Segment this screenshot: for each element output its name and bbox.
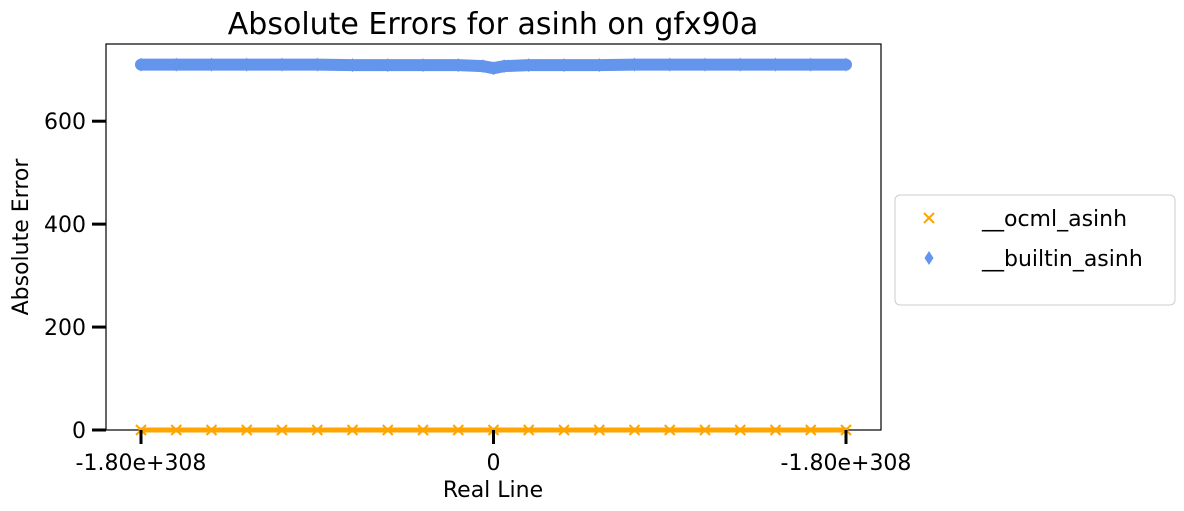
- y-axis-label: Absolute Error: [9, 158, 34, 316]
- data-point: [207, 57, 216, 72]
- y-tick-label: 600: [44, 110, 86, 135]
- data-point: [170, 424, 182, 436]
- legend-label: __builtin_asinh: [981, 247, 1143, 272]
- data-point: [559, 58, 569, 73]
- data-point: [594, 58, 604, 73]
- data-point: [276, 424, 288, 436]
- legend-box: [894, 194, 1176, 306]
- chart-title: Absolute Errors for asinh on gfx90a: [228, 7, 758, 42]
- data-point: [489, 61, 498, 76]
- x-tick-label: -1.80e+308: [76, 451, 207, 476]
- plot-frame: [105, 43, 882, 431]
- data-point: [769, 424, 782, 436]
- data-point: [171, 57, 181, 72]
- data-point: [630, 57, 639, 72]
- data-point: [418, 58, 428, 73]
- data-point: [699, 424, 711, 436]
- data-point: [205, 424, 218, 436]
- legend-marker-1: [923, 212, 935, 224]
- data-point: [277, 57, 287, 72]
- data-point: [478, 59, 488, 74]
- data-point: [558, 424, 570, 436]
- x-tick-label: 0: [487, 451, 501, 476]
- data-point: [524, 58, 534, 73]
- data-point: [136, 57, 146, 72]
- data-layer: [135, 57, 852, 436]
- legend-label: __ocml_asinh: [981, 207, 1127, 232]
- data-point: [241, 424, 253, 436]
- data-point: [453, 58, 463, 73]
- data-point: [311, 424, 323, 436]
- data-point: [593, 424, 605, 436]
- data-point: [735, 57, 745, 72]
- y-axis: 0 200 400 600: [44, 110, 106, 444]
- data-point: [771, 57, 780, 72]
- data-point: [499, 59, 509, 74]
- x-tick-label: -1.80e+308: [781, 451, 912, 476]
- data-point: [312, 57, 322, 72]
- data-point: [665, 57, 675, 72]
- data-point: [242, 57, 252, 72]
- data-point: [700, 57, 710, 72]
- data-point: [523, 424, 535, 436]
- y-tick-label: 200: [44, 316, 86, 341]
- data-point: [348, 58, 357, 73]
- y-tick-label: 400: [44, 213, 86, 238]
- legend: __ocml_asinh __builtin_asinh: [894, 194, 1176, 306]
- y-tick-label: 0: [72, 419, 86, 444]
- data-point: [417, 424, 429, 436]
- data-point: [664, 424, 676, 436]
- data-point: [382, 424, 394, 436]
- data-point: [452, 424, 464, 436]
- x-axis: -1.80e+308 0 -1.80e+308: [76, 430, 912, 476]
- data-point: [841, 57, 851, 72]
- series-builtin_asinh: [135, 57, 852, 76]
- data-point: [806, 57, 816, 72]
- data-point: [383, 58, 393, 73]
- legend-marker-2: [924, 251, 934, 265]
- x-axis-label: Real Line: [443, 478, 543, 503]
- data-point: [805, 424, 817, 436]
- data-point: [346, 424, 359, 436]
- data-point: [734, 424, 746, 436]
- data-point: [628, 424, 641, 436]
